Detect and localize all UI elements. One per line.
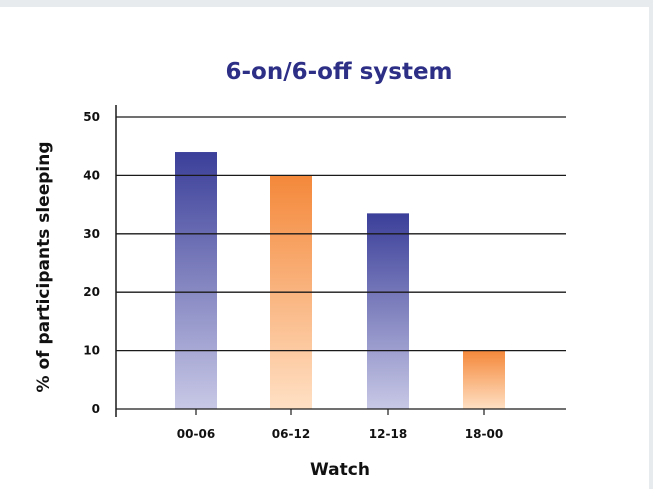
x-tick-label: 00-06 [177, 427, 215, 441]
x-tick-label: 06-12 [272, 427, 310, 441]
y-tick-labels: 0 10 20 30 40 50 [83, 110, 100, 416]
bar-chart: 6-on/6-off system 0 10 20 30 40 50 00-06 06-12… [34, 59, 566, 480]
y-tick-label: 0 [92, 402, 100, 416]
bar-00-06 [175, 152, 217, 410]
y-tick-label: 30 [83, 227, 100, 241]
x-tick-label: 18-00 [465, 427, 503, 441]
y-tick-label: 20 [83, 285, 100, 299]
x-axis-label: Watch [310, 460, 370, 480]
x-tick-label: 12-18 [369, 427, 407, 441]
gridlines [116, 116, 566, 352]
y-tick-label: 50 [83, 110, 100, 124]
y-tick-label: 40 [83, 168, 100, 182]
bar-12-18 [367, 213, 409, 409]
axes [115, 105, 566, 417]
chart-title: 6-on/6-off system [225, 59, 452, 85]
y-axis-label: % of participants sleeping [34, 141, 54, 392]
y-tick-label: 10 [83, 344, 100, 358]
bar-18-00 [463, 350, 505, 409]
x-tick-labels: 00-06 06-12 12-18 18-00 [177, 427, 503, 441]
bars-layer [175, 152, 505, 410]
